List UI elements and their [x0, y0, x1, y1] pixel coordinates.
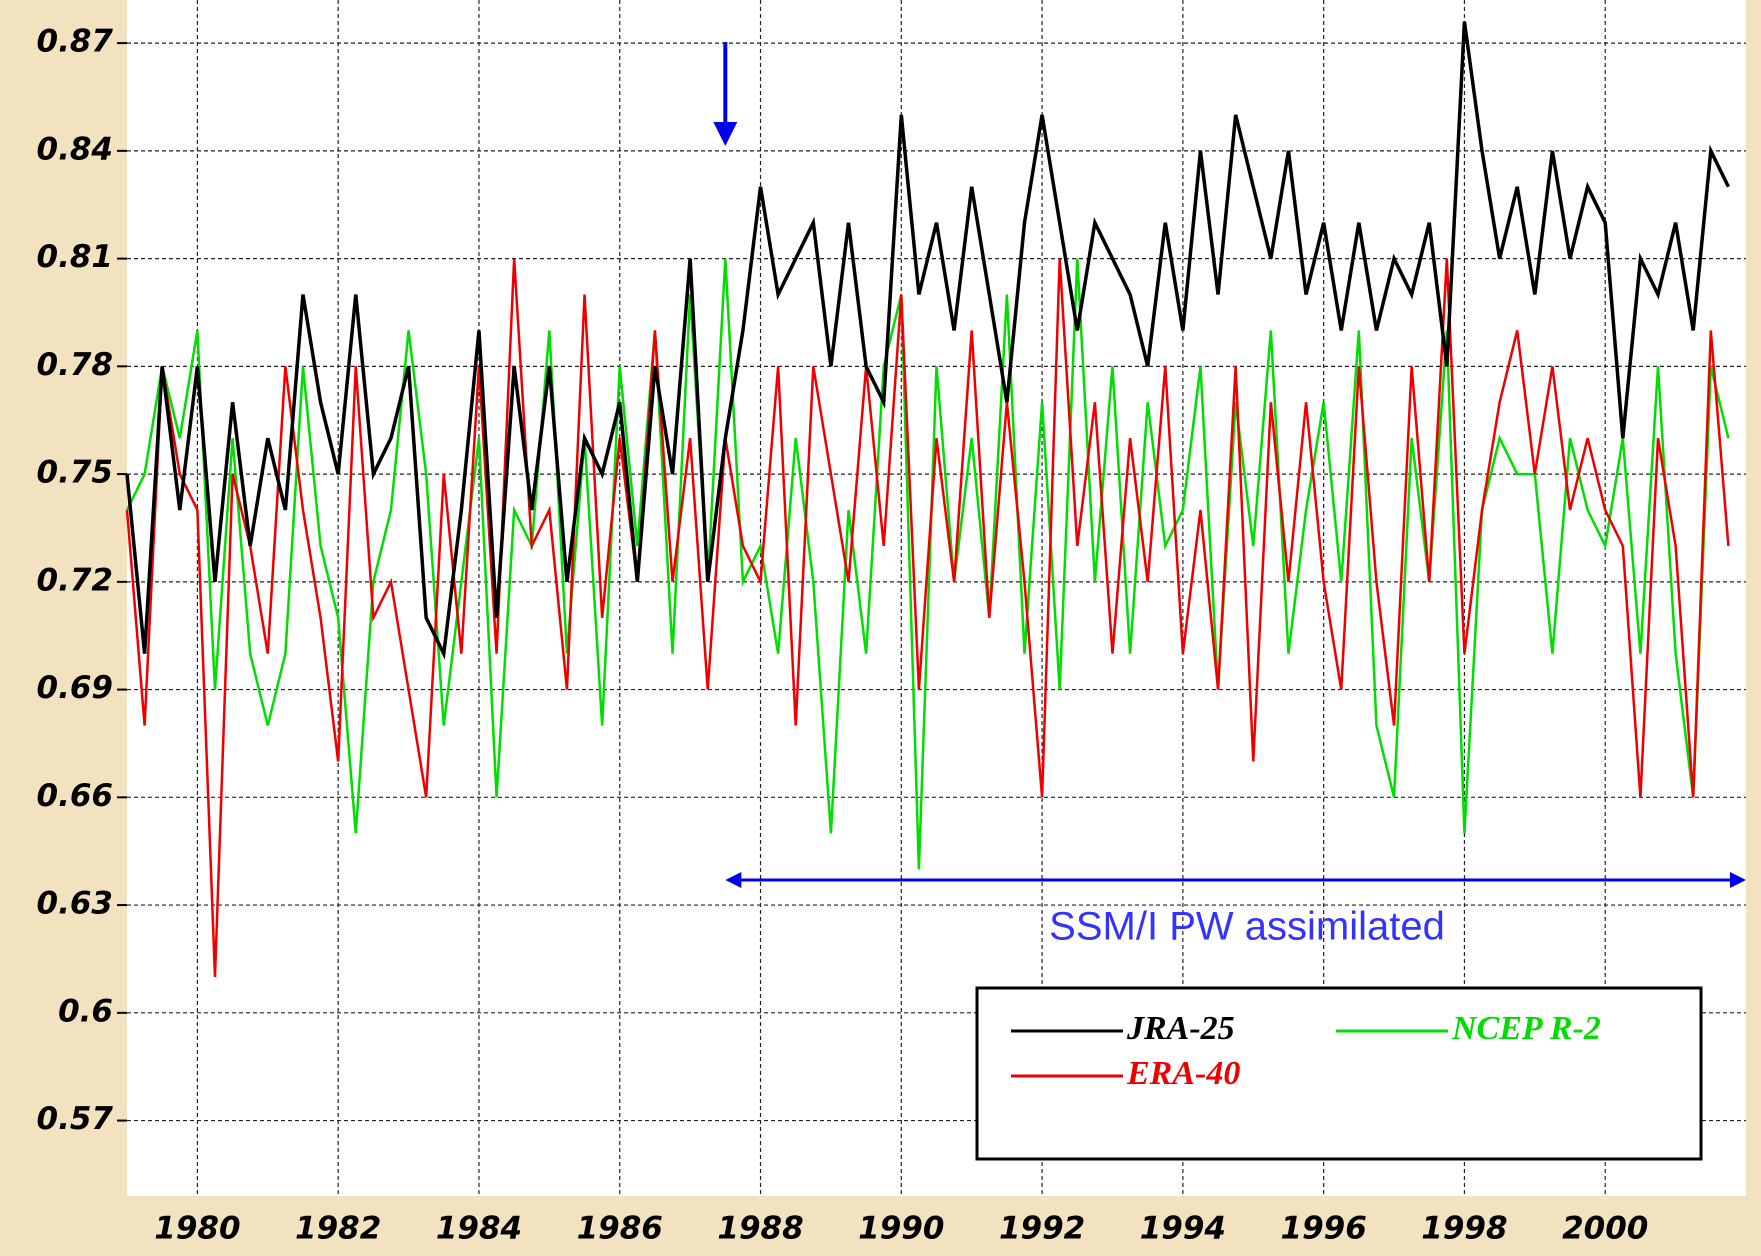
x-tick-label: 1992 [999, 1211, 1085, 1247]
x-tick-label: 1998 [1421, 1211, 1507, 1247]
x-tick-label: 1988 [717, 1211, 803, 1247]
x-tick-label: 2000 [1562, 1211, 1648, 1247]
legend-label: ERA-40 [1126, 1055, 1240, 1092]
x-tick-label: 1994 [1140, 1211, 1226, 1247]
y-tick-label: 0.66 [37, 778, 114, 814]
x-tick-label: 1990 [858, 1211, 944, 1247]
legend-label: JRA-25 [1126, 1010, 1235, 1047]
series-line [125, 258, 1730, 977]
y-tick-label: 0.75 [37, 455, 114, 491]
series-line [125, 21, 1730, 660]
legend-box [975, 986, 1703, 1161]
y-tick-label: 0.69 [37, 670, 114, 706]
y-tick-label: 0.84 [37, 131, 114, 167]
x-tick-label: 1982 [295, 1211, 381, 1247]
arrow-head [713, 122, 738, 146]
y-tick-label: 0.78 [37, 347, 114, 383]
y-tick-label: 0.87 [37, 24, 114, 60]
x-tick-label: 1980 [154, 1211, 240, 1247]
x-tick-label: 1996 [1281, 1211, 1367, 1247]
x-tick-label: 1984 [436, 1211, 522, 1247]
y-tick-label: 0.81 [37, 239, 114, 275]
y-tick-label: 0.6 [58, 993, 113, 1029]
y-tick-label: 0.57 [37, 1101, 114, 1137]
legend-label: NCEP R-2 [1451, 1010, 1601, 1047]
y-tick-label: 0.63 [37, 886, 114, 922]
annotation: SSM/I PW assimilated [1049, 905, 1445, 949]
series-line [125, 258, 1730, 870]
y-tick-label: 0.72 [37, 562, 114, 598]
x-tick-label: 1986 [577, 1211, 663, 1247]
